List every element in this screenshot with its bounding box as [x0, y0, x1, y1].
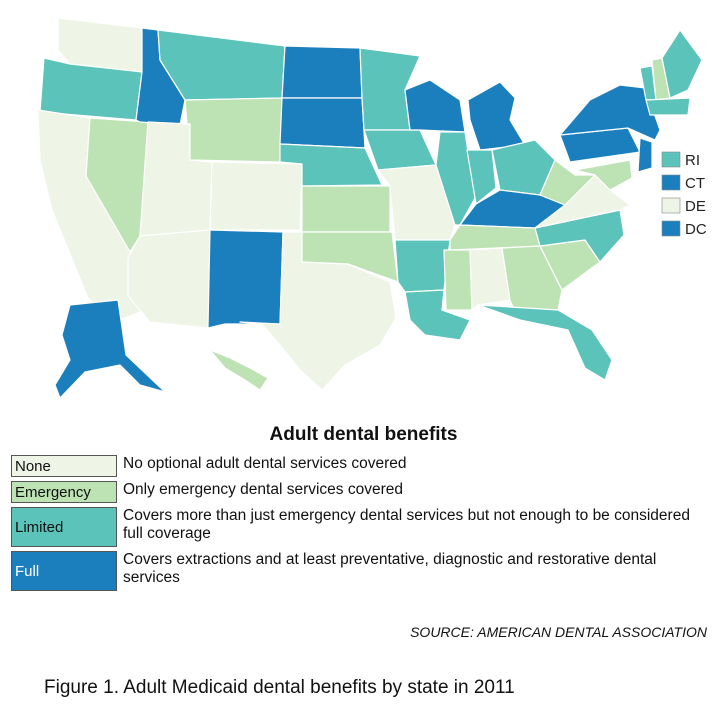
- state-ia: [363, 129, 437, 171]
- us-state-map: RI CT DE DC: [37, 17, 707, 399]
- state-al: [469, 247, 511, 311]
- state-ok: [301, 231, 399, 283]
- small-state-inset-legend: RI CT DE DC: [661, 151, 707, 238]
- inset-swatch-ct: [661, 174, 681, 191]
- state-ks: [301, 185, 391, 233]
- state-nj: [637, 137, 653, 173]
- legend-swatch-none: None: [11, 455, 117, 477]
- legend-row-none: None No optional adult dental services c…: [11, 455, 701, 477]
- inset-swatch-dc: [661, 220, 681, 237]
- legend-row-full: Full Covers extractions and at least pre…: [11, 551, 701, 591]
- legend-title: Adult dental benefits: [269, 424, 458, 445]
- inset-label-de: DE: [685, 198, 706, 215]
- state-wv: [539, 159, 596, 206]
- inset-label-ct: CT: [685, 175, 705, 192]
- inset-label-ri: RI: [685, 152, 700, 169]
- state-fl: [477, 304, 613, 381]
- state-md: [574, 159, 633, 191]
- state-nd: [281, 45, 363, 99]
- state-nm: [207, 229, 284, 329]
- state-az: [127, 229, 211, 329]
- state-co: [209, 161, 303, 231]
- state-ma: [645, 97, 691, 116]
- legend-description-limited: Covers more than just emergency dental s…: [123, 507, 690, 542]
- legend-row-limited: Limited Covers more than just emergency …: [11, 507, 701, 547]
- source-note: SOURCE: AMERICAN DENTAL ASSOCIATION: [410, 624, 707, 640]
- state-ar: [394, 239, 451, 293]
- legend-row-emergency: Emergency Only emergency dental services…: [11, 481, 701, 503]
- legend-description-none: No optional adult dental services covere…: [123, 455, 407, 472]
- legend-swatch-emergency: Emergency: [11, 481, 117, 503]
- legend-swatch-full: Full: [11, 551, 117, 591]
- state-wi: [404, 79, 466, 133]
- figure-caption: Figure 1. Adult Medicaid dental benefits…: [44, 677, 515, 698]
- inset-swatch-de: [661, 197, 681, 214]
- legend-description-emergency: Only emergency dental services covered: [123, 481, 403, 498]
- state-sd: [279, 97, 366, 149]
- states-layer: [37, 17, 703, 399]
- state-ak: [54, 299, 166, 399]
- state-hi: [209, 349, 269, 391]
- state-in: [466, 149, 497, 205]
- inset-label-dc: DC: [685, 221, 707, 238]
- legend-swatch-limited: Limited: [11, 507, 117, 547]
- state-mi: [467, 81, 526, 151]
- state-ms: [443, 249, 473, 311]
- state-me: [661, 29, 703, 99]
- legend-table: None No optional adult dental services c…: [11, 455, 701, 595]
- legend-description-full: Covers extractions and at least preventa…: [123, 551, 657, 586]
- state-wy: [184, 97, 283, 163]
- state-la: [404, 289, 471, 341]
- inset-swatch-ri: [661, 151, 681, 168]
